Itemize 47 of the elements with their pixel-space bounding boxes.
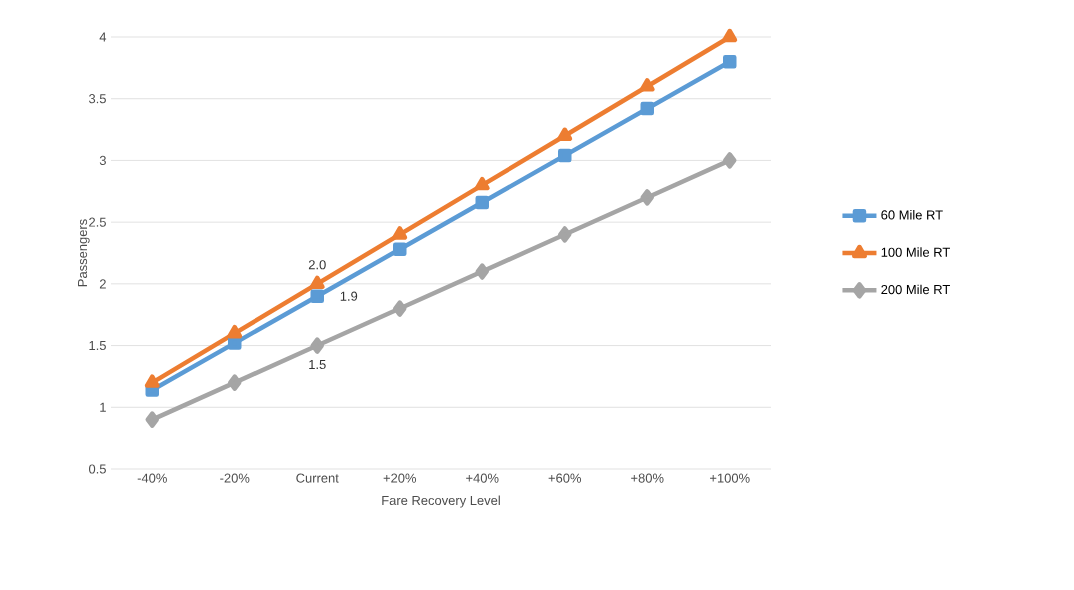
data-label: 1.9 [340, 291, 358, 301]
point [558, 226, 572, 243]
point [723, 152, 737, 169]
point [145, 411, 159, 428]
point [474, 176, 490, 191]
y-tick-label: 3 [99, 155, 106, 166]
point [557, 127, 573, 141]
point [393, 242, 407, 257]
legend-label: 200 Mile RT [881, 284, 950, 295]
data-label: 2.0 [308, 260, 326, 270]
y-tick-label: 2.5 [89, 217, 106, 227]
x-tick-label: +40% [466, 473, 499, 483]
legend-label: 100 Mile RT [881, 247, 950, 257]
point [144, 374, 160, 388]
y-tick-label: 1.5 [89, 341, 106, 351]
point [392, 226, 408, 240]
point [558, 148, 572, 163]
x-tick-label: +80% [631, 473, 664, 483]
point [310, 289, 324, 303]
x-tick-label: +20% [383, 473, 417, 483]
y-axis-title: Passengers [78, 219, 90, 287]
point [228, 336, 242, 350]
point [723, 54, 737, 69]
y-tick-label: 4 [99, 32, 107, 42]
point [310, 337, 324, 354]
point [640, 101, 654, 116]
point [722, 28, 738, 43]
x-tick-label: -20% [220, 473, 250, 483]
point [475, 195, 489, 210]
legend-label: 60 Mile RT [881, 210, 943, 220]
x-tick-label: +60% [548, 473, 582, 483]
point [309, 275, 325, 290]
x-tick-label: +100% [710, 473, 750, 483]
x-tick-label: -40% [137, 473, 167, 483]
point [640, 189, 654, 206]
x-tick-label: Current [296, 473, 339, 483]
y-tick-label: 1 [100, 402, 106, 412]
point [228, 374, 242, 391]
y-tick-label: 3.5 [88, 94, 106, 104]
data-label: 1.5 [309, 360, 326, 370]
point [475, 263, 489, 280]
point [393, 300, 407, 317]
point [227, 324, 243, 339]
y-tick-label: 2 [99, 279, 106, 289]
y-tick-label: 0.5 [88, 464, 106, 474]
x-axis-title: Fare Recovery Level [382, 495, 500, 508]
point [639, 78, 655, 92]
